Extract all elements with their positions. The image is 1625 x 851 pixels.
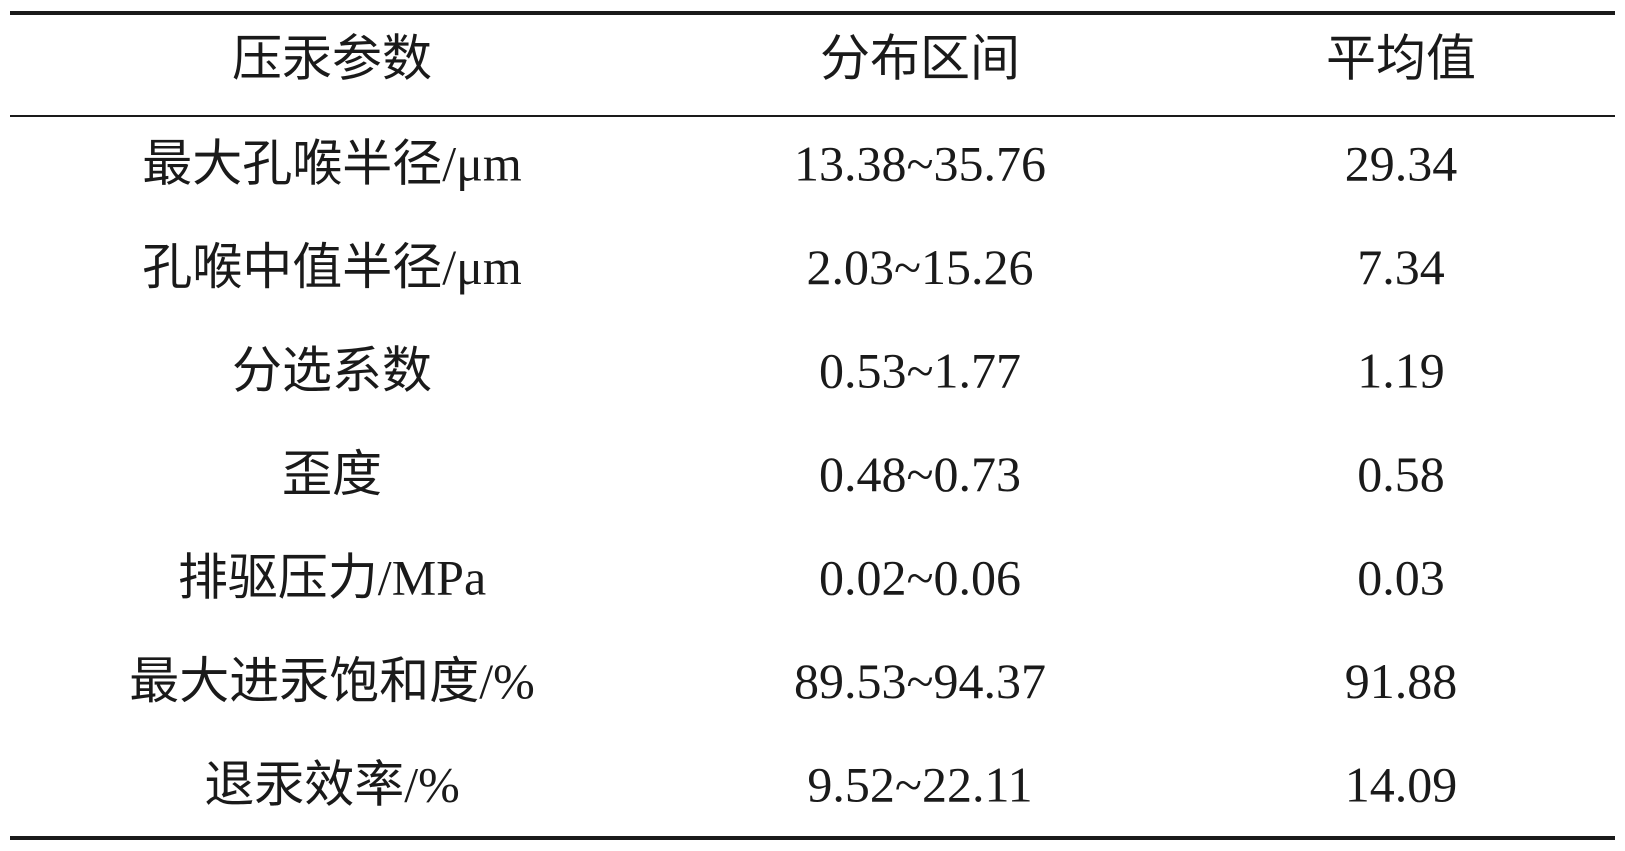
header-cell: 压汞参数 xyxy=(232,30,432,86)
table-cell: 歪度 xyxy=(282,446,382,502)
table-cell: 1.19 xyxy=(1357,342,1445,398)
table-cell: 29.34 xyxy=(1345,135,1458,191)
table-cell: 9.52~22.11 xyxy=(807,756,1032,812)
table-cell: 0.02~0.06 xyxy=(819,549,1021,605)
table-cell: 分选系数 xyxy=(232,342,432,398)
table-cell: 13.38~35.76 xyxy=(794,135,1046,191)
table-cell: 0.58 xyxy=(1357,446,1445,502)
table-cell: 7.34 xyxy=(1357,239,1445,295)
table-cell: 91.88 xyxy=(1345,653,1458,709)
table-cell: 最大孔喉半径/μm xyxy=(142,135,522,191)
table-cell: 排驱压力/MPa xyxy=(178,549,486,605)
table-cell: 0.53~1.77 xyxy=(819,342,1021,398)
table-cell: 退汞效率/% xyxy=(204,756,460,812)
table-cell: 0.03 xyxy=(1357,549,1445,605)
header-cell: 分布区间 xyxy=(820,30,1020,86)
table-cell: 最大进汞饱和度/% xyxy=(129,653,535,709)
table-cell: 0.48~0.73 xyxy=(819,446,1021,502)
table-cell: 14.09 xyxy=(1345,756,1458,812)
table-cell: 89.53~94.37 xyxy=(794,653,1046,709)
table-cell: 2.03~15.26 xyxy=(806,239,1033,295)
header-cell: 平均值 xyxy=(1326,30,1476,86)
table-cell: 孔喉中值半径/μm xyxy=(142,239,522,295)
